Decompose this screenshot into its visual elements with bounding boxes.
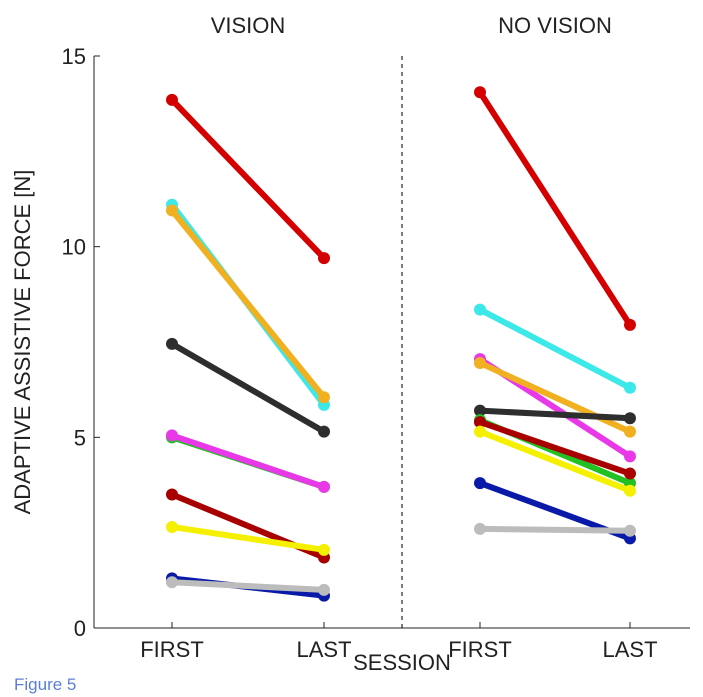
data-point [318, 480, 330, 493]
panel-titles: VISION NO VISION [211, 13, 612, 38]
data-point [474, 356, 486, 369]
series [166, 576, 330, 596]
data-point [624, 484, 636, 497]
data-point [474, 522, 486, 535]
x-tick-label: LAST [602, 637, 657, 662]
data-point [624, 412, 636, 425]
data-point [318, 391, 330, 404]
series-line [477, 419, 633, 477]
series-line [169, 96, 327, 262]
series [166, 520, 330, 556]
data-point [624, 381, 636, 394]
series [166, 204, 330, 404]
data-point [474, 404, 486, 417]
series-line [169, 432, 327, 490]
series [474, 356, 636, 438]
y-tick-label: 15 [62, 44, 86, 69]
data-point [318, 543, 330, 556]
y-tick-label: 0 [74, 616, 86, 641]
y-axis-label: ADAPTIVE ASSISTIVE FORCE [N] [10, 170, 35, 515]
data-point [474, 303, 486, 316]
series-line [477, 306, 633, 391]
data-point [624, 524, 636, 537]
x-axis-label: SESSION [353, 650, 451, 675]
series [166, 93, 330, 265]
y-tick-label: 5 [74, 425, 86, 450]
data-point [318, 252, 330, 265]
series-line [477, 525, 633, 534]
data-point [474, 425, 486, 438]
data-point [474, 86, 486, 99]
data-point [166, 204, 178, 217]
data-point [166, 488, 178, 501]
data-point [318, 583, 330, 596]
data-point [624, 318, 636, 331]
data-point [318, 425, 330, 438]
x-tick-label: LAST [296, 637, 351, 662]
series [474, 416, 636, 480]
data-point [166, 429, 178, 442]
series-line [477, 407, 633, 422]
series-line [169, 523, 327, 553]
series-line [169, 579, 327, 593]
axes: 0 5 10 15 FIRST LAST FIRST LAST [62, 44, 690, 662]
panel-title: VISION [211, 13, 286, 38]
series-line [477, 359, 633, 435]
series [474, 522, 636, 537]
data-point [624, 425, 636, 438]
data-point [166, 520, 178, 533]
series-line [169, 340, 327, 435]
series-line [169, 207, 327, 401]
series [166, 488, 330, 564]
series [474, 425, 636, 497]
series-line [477, 89, 633, 328]
series-line [477, 428, 633, 494]
data-point [474, 416, 486, 429]
series [474, 477, 636, 545]
series [166, 337, 330, 438]
y-tick-label: 10 [62, 235, 86, 260]
x-tick-label: FIRST [448, 637, 512, 662]
data-point [624, 467, 636, 480]
data-point [166, 576, 178, 589]
series [166, 429, 330, 493]
data-point [166, 93, 178, 106]
series [474, 303, 636, 394]
x-tick-label: FIRST [140, 637, 204, 662]
series [474, 404, 636, 425]
series [474, 86, 636, 331]
figure-label: Figure 5 [14, 675, 77, 694]
series-layer [166, 86, 636, 602]
data-point [624, 450, 636, 463]
data-point [474, 477, 486, 490]
data-point [166, 337, 178, 350]
panel-title: NO VISION [498, 13, 612, 38]
